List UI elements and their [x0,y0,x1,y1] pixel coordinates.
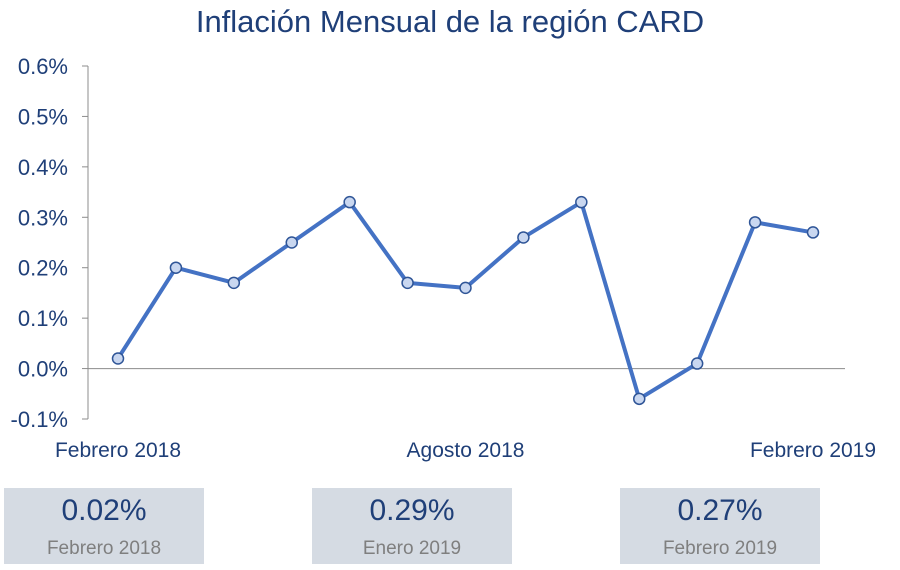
stat-card-label: Febrero 2018 [46,538,162,559]
y-tick-label: -0.1% [11,407,68,432]
data-point [227,276,241,290]
stat-card-value: 0.02% [61,494,147,527]
y-tick-label: 0.1% [18,306,68,331]
y-tick-label: 0.4% [18,155,68,180]
chart-title: Inflación Mensual de la región CARD [195,4,705,39]
stat-card-value: 0.27% [677,494,763,527]
stat-card-label: Febrero 2019 [662,538,778,559]
line-chart: 0.6% 0.5% 0.4% 0.3% 0.2% 0.1% 0.0% -0.1% Febrero… [11,54,877,462]
data-point [690,357,704,370]
data-point [748,216,762,229]
data-point [459,281,472,295]
stat-card-value: 0.29% [369,494,455,527]
data-point [111,352,125,365]
data-point [575,195,588,209]
stat-card-latest: 0.27% Febrero 2019 [620,488,820,564]
stat-card-first: 0.02% Febrero 2018 [4,488,204,564]
stat-card-latest-previous: 0.29% Enero 2019 [312,488,512,564]
data-point [401,276,414,290]
data-point [517,231,530,244]
y-tick-label: 0.2% [18,256,68,281]
x-tick-label: Agosto 2018 [407,439,525,462]
data-point [169,261,183,274]
x-tick-label: Febrero 2018 [55,439,181,462]
x-tick-label: Febrero 2019 [750,439,876,462]
y-tick-label: 0.3% [18,205,68,230]
data-point [343,195,356,209]
stat-card-label: Enero 2019 [362,538,462,559]
data-point [285,236,298,249]
data-point [806,226,820,239]
data-point [633,392,646,406]
y-tick-label: 0.5% [18,104,68,129]
y-tick-label: 0.0% [18,357,68,382]
y-tick-label: 0.6% [18,54,68,79]
series-line [116,200,814,401]
